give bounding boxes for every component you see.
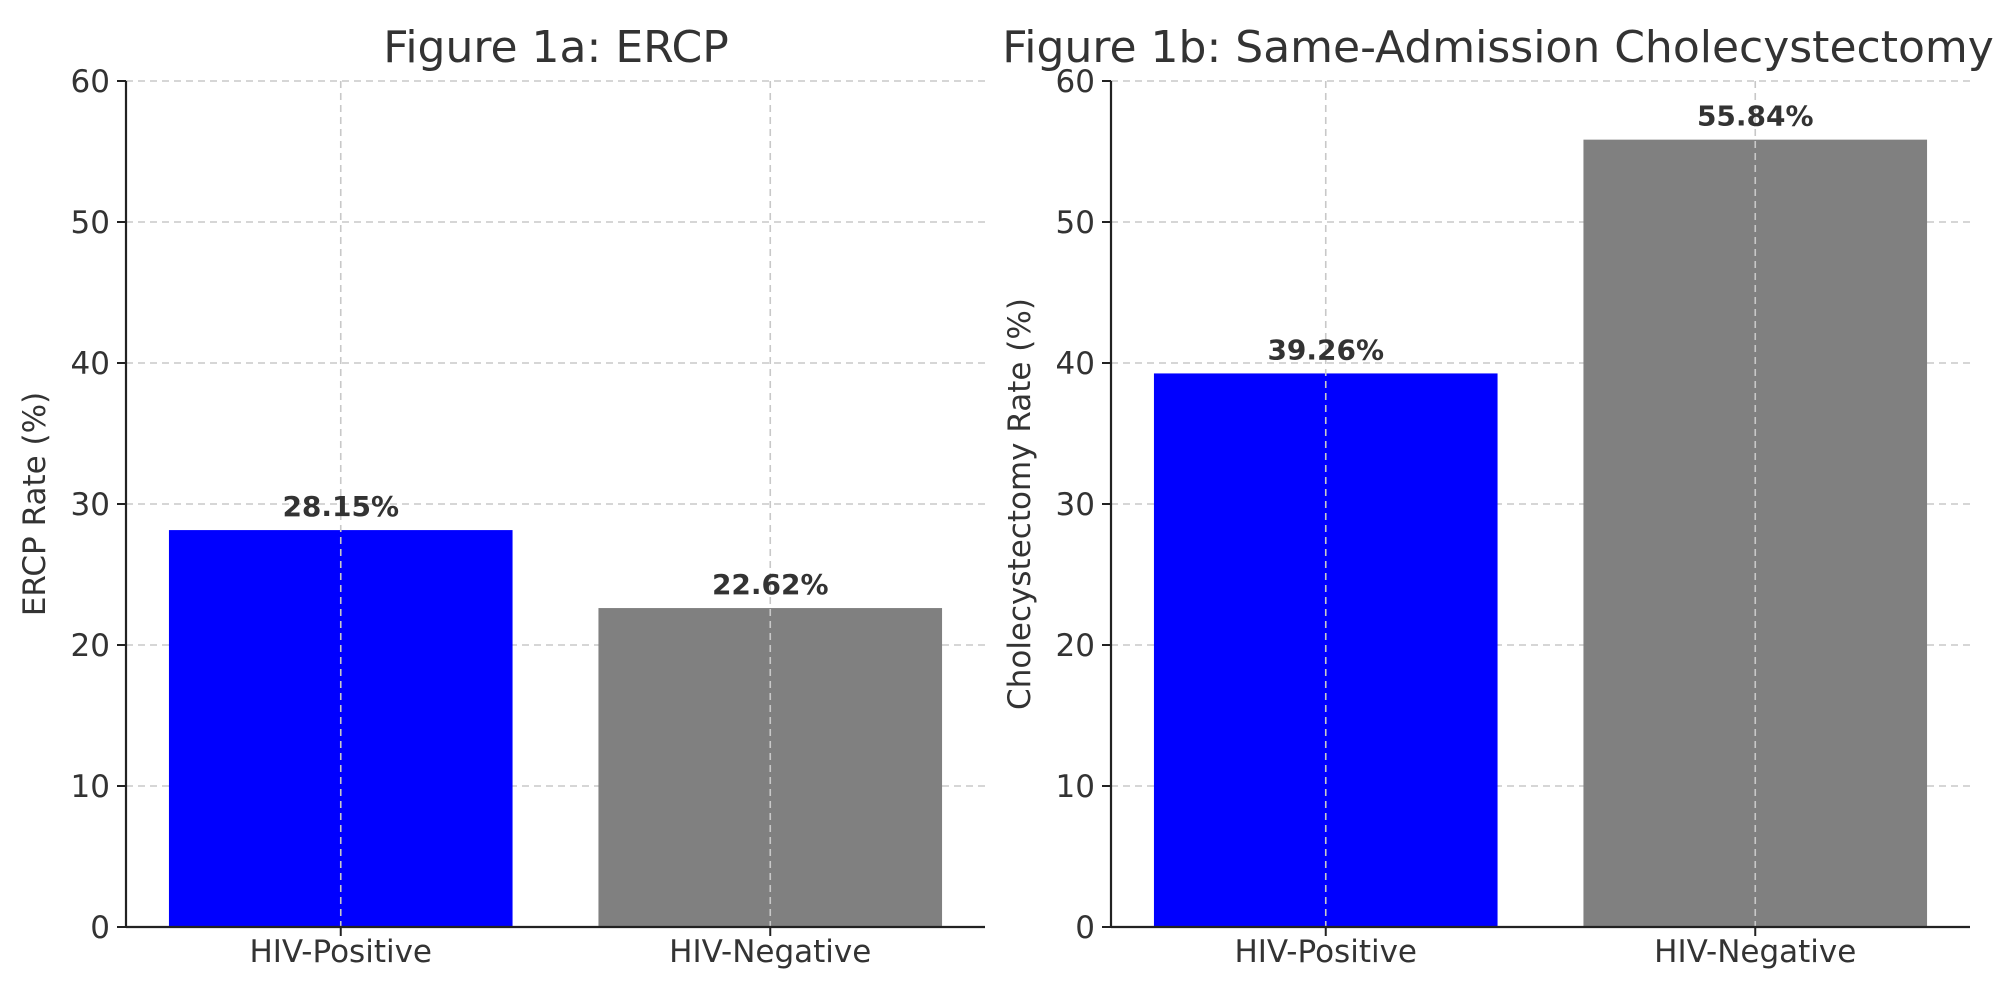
ercp-chart-title: Figure 1a: ERCP bbox=[383, 22, 729, 73]
ercp-y-tick-label: 50 bbox=[71, 205, 110, 241]
ercp-y-tick-label: 40 bbox=[71, 346, 110, 382]
cholecystectomy-y-tick-label: 0 bbox=[1075, 910, 1095, 946]
cholecystectomy-y-axis-label: Cholecystectomy Rate (%) bbox=[1002, 298, 1038, 710]
cholecystectomy-x-tick-label-hiv-positive: HIV-Positive bbox=[1234, 934, 1417, 970]
ercp-x-tick-label-hiv-negative: HIV-Negative bbox=[669, 934, 871, 970]
ercp-y-tick-label: 20 bbox=[71, 628, 110, 664]
chart-panel-cholecystectomy: 0 10 20 30 40 50 60 HIV-Positive HIV-Negative 39.… bbox=[1002, 22, 1994, 970]
cholecystectomy-bar-hiv-negative bbox=[1583, 139, 1928, 927]
cholecystectomy-data-label-hiv-positive: 39.26% bbox=[1267, 333, 1384, 366]
cholecystectomy-y-tick-label: 10 bbox=[1056, 769, 1095, 805]
cholecystectomy-y-tick-label: 20 bbox=[1056, 628, 1095, 664]
ercp-y-tick-label: 30 bbox=[71, 487, 110, 523]
cholecystectomy-y-tick-label: 30 bbox=[1056, 487, 1095, 523]
cholecystectomy-y-tick-label: 60 bbox=[1056, 64, 1095, 100]
chart-panel-ercp: 0 10 20 30 40 50 60 HIV-Positive HIV-Negative 28.… bbox=[17, 22, 985, 970]
cholecystectomy-chart-title: Figure 1b: Same-Admission Cholecystectom… bbox=[1002, 22, 1994, 73]
ercp-y-tick-label: 0 bbox=[90, 910, 110, 946]
ercp-data-label-hiv-positive: 28.15% bbox=[282, 490, 399, 523]
cholecystectomy-y-tick-label: 50 bbox=[1056, 205, 1095, 241]
cholecystectomy-x-tick-label-hiv-negative: HIV-Negative bbox=[1654, 934, 1856, 970]
cholecystectomy-data-label-hiv-negative: 55.84% bbox=[1697, 100, 1814, 133]
cholecystectomy-y-tick-label: 40 bbox=[1056, 346, 1095, 382]
ercp-y-tick-label: 60 bbox=[71, 64, 110, 100]
ercp-y-axis-label: ERCP Rate (%) bbox=[17, 392, 53, 616]
ercp-y-tick-label: 10 bbox=[71, 769, 110, 805]
ercp-data-label-hiv-negative: 22.62% bbox=[712, 568, 829, 601]
ercp-x-tick-label-hiv-positive: HIV-Positive bbox=[249, 934, 432, 970]
ercp-bar-hiv-positive bbox=[168, 530, 513, 927]
